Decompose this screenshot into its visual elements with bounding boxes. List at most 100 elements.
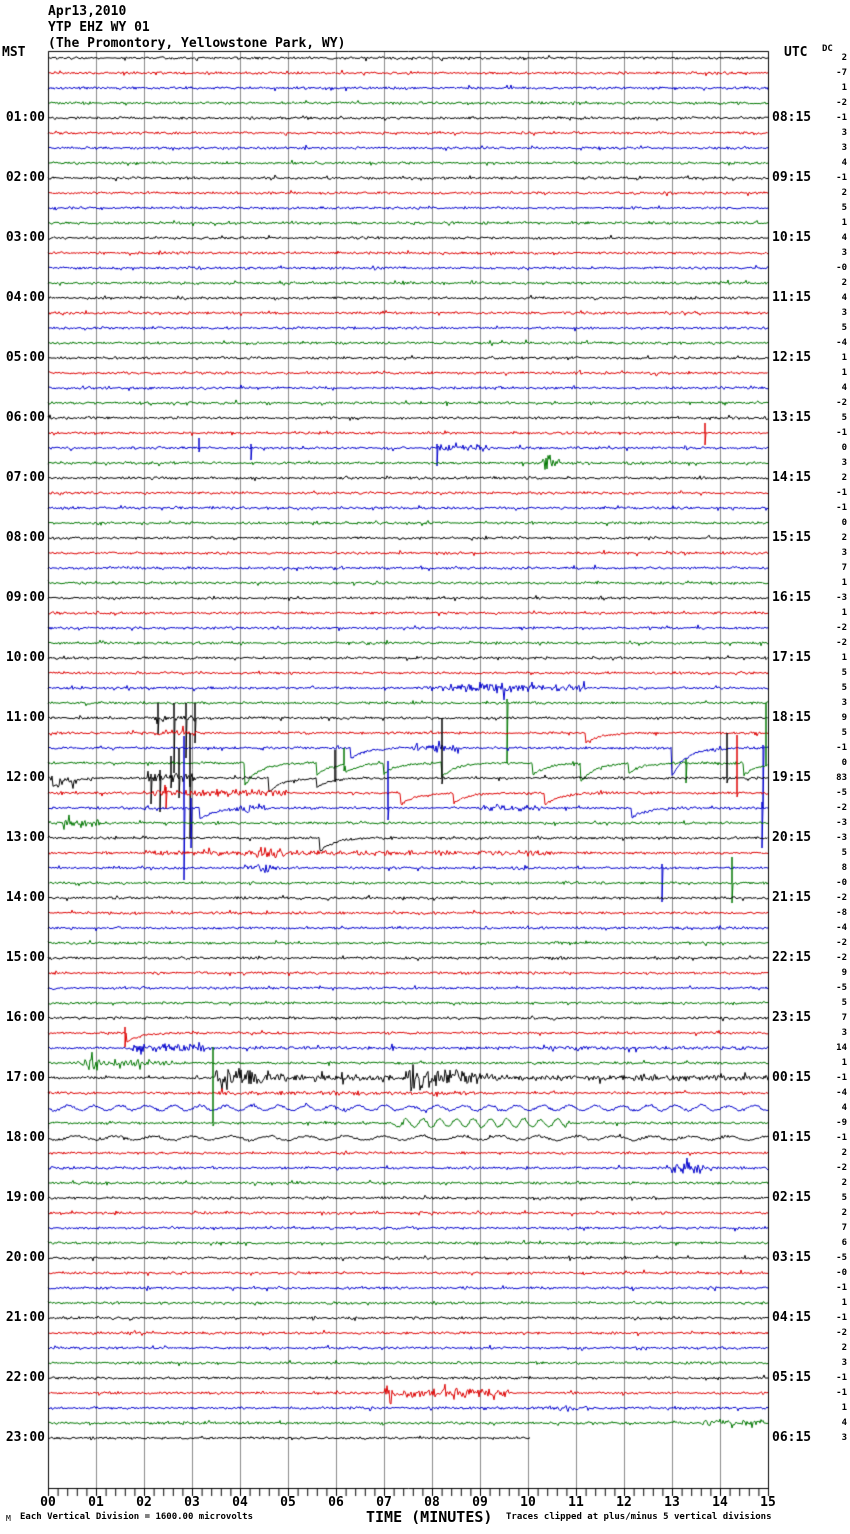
dc-offset-value: -2 [836,98,847,108]
dc-offset-value: 1 [841,1403,847,1413]
dc-offset-value: 4 [841,1418,847,1428]
utc-time-label: 08:15 [772,110,812,125]
utc-time-label: 06:15 [772,1430,812,1445]
dc-offset-value: 1 [841,1058,847,1068]
dc-offset-value: 1 [841,608,847,618]
footer-watermark: M [6,1514,11,1523]
footer-time-axis-label: TIME (MINUTES) [366,1508,493,1526]
mst-time-label: 19:00 [5,1190,45,1205]
x-tick-label: 09 [472,1495,488,1510]
dc-offset-value: 6 [841,1238,847,1248]
utc-time-label: 15:15 [772,530,812,545]
dc-offset-value: 4 [841,293,847,303]
utc-header: UTC [784,45,808,60]
x-tick-label: 15 [760,1495,776,1510]
title-station: YTP EHZ WY 01 [48,20,150,35]
dc-offset-value: 3 [841,1028,847,1038]
dc-offset-value: -1 [836,1073,847,1083]
dc-offset-value: 4 [841,383,847,393]
dc-offset-value: -7 [836,68,847,78]
dc-offset-value: -4 [836,923,847,933]
dc-offset-value: 3 [841,548,847,558]
x-tick-label: 10 [520,1495,536,1510]
dc-offset-value: -0 [836,878,847,888]
utc-time-label: 00:15 [772,1070,812,1085]
footer-scale-note: Each Vertical Division = 1600.00 microvo… [20,1512,253,1522]
dc-offset-value: 3 [841,698,847,708]
mst-header: MST [2,45,26,60]
utc-time-label: 04:15 [772,1310,812,1325]
mst-time-label: 15:00 [5,950,45,965]
dc-offset-value: -4 [836,1088,847,1098]
dc-offset-value: 14 [836,1043,847,1053]
dc-offset-value: 1 [841,353,847,363]
dc-offset-value: 4 [841,158,847,168]
dc-offset-value: -2 [836,1163,847,1173]
dc-offset-value: 3 [841,128,847,138]
mst-time-label: 07:00 [5,470,45,485]
dc-offset-value: -1 [836,1313,847,1323]
x-tick-label: 13 [664,1495,680,1510]
dc-offset-value: 4 [841,233,847,243]
dc-offset-value: 2 [841,188,847,198]
x-tick-label: 03 [184,1495,200,1510]
dc-offset-value: 0 [841,758,847,768]
dc-offset-value: -2 [836,1328,847,1338]
dc-offset-value: 1 [841,368,847,378]
x-tick-label: 04 [232,1495,248,1510]
mst-time-label: 14:00 [5,890,45,905]
x-tick-label: 00 [40,1495,56,1510]
mst-time-label: 04:00 [5,290,45,305]
utc-time-label: 21:15 [772,890,812,905]
utc-time-label: 10:15 [772,230,812,245]
dc-offset-value: 2 [841,1208,847,1218]
mst-time-label: 18:00 [5,1130,45,1145]
utc-time-label: 13:15 [772,410,812,425]
dc-offset-value: 1 [841,1298,847,1308]
x-tick-label: 14 [712,1495,728,1510]
mst-time-label: 08:00 [5,530,45,545]
utc-time-label: 22:15 [772,950,812,965]
dc-offset-value: 5 [841,1193,847,1203]
dc-offset-value: 5 [841,323,847,333]
mst-time-label: 13:00 [5,830,45,845]
dc-offset-value: 8 [841,863,847,873]
dc-offset-value: -1 [836,743,847,753]
mst-time-label: 12:00 [5,770,45,785]
dc-offset-value: 5 [841,728,847,738]
utc-time-label: 03:15 [772,1250,812,1265]
utc-time-label: 17:15 [772,650,812,665]
dc-offset-value: 2 [841,53,847,63]
dc-offset-value: 2 [841,473,847,483]
mst-time-label: 02:00 [5,170,45,185]
x-tick-label: 02 [136,1495,152,1510]
mst-time-label: 16:00 [5,1010,45,1025]
dc-offset-value: 3 [841,248,847,258]
dc-offset-value: -5 [836,1253,847,1263]
mst-time-label: 05:00 [5,350,45,365]
dc-offset-value: 3 [841,1433,847,1443]
dc-offset-value: 3 [841,143,847,153]
dc-offset-value: 3 [841,458,847,468]
dc-offset-value: 5 [841,203,847,213]
dc-offset-value: -8 [836,908,847,918]
dc-offset-value: 0 [841,518,847,528]
dc-offset-value: 0 [841,443,847,453]
dc-offset-value: -3 [836,833,847,843]
x-tick-label: 07 [376,1495,392,1510]
dc-offset-value: 3 [841,308,847,318]
dc-offset-value: 1 [841,218,847,228]
dc-offset-value: 2 [841,1178,847,1188]
dc-offset-value: -2 [836,953,847,963]
dc-offset-value: 7 [841,1223,847,1233]
dc-offset-value: -2 [836,623,847,633]
dc-offset-value: 2 [841,533,847,543]
dc-offset-value: -0 [836,1268,847,1278]
dc-offset-value: -1 [836,113,847,123]
dc-offset-value: 9 [841,713,847,723]
dc-offset-value: 2 [841,278,847,288]
dc-offset-value: -2 [836,398,847,408]
dc-offset-value: -1 [836,173,847,183]
dc-offset-value: 1 [841,653,847,663]
